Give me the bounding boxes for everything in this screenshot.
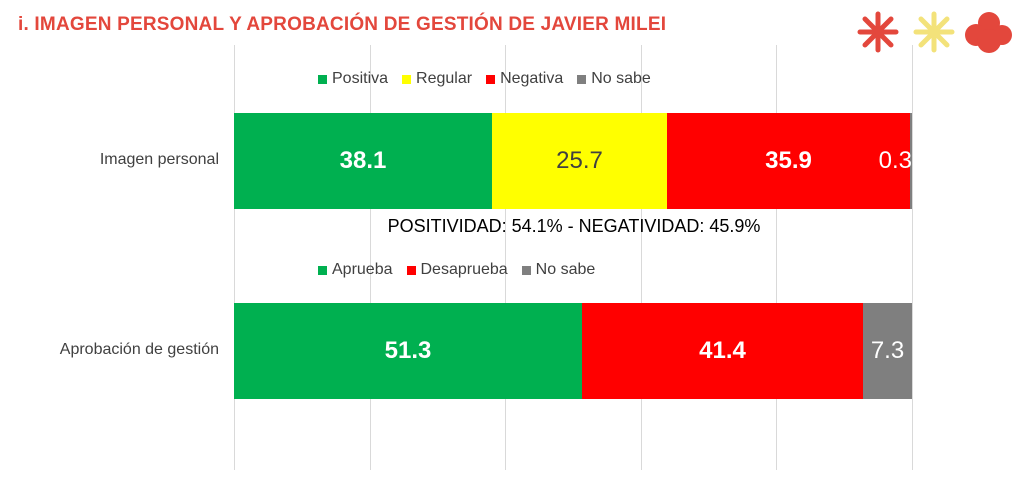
page-title: i. IMAGEN PERSONAL Y APROBACIÓN DE GESTI… [18,14,667,35]
legend-label: Aprueba [332,261,393,278]
bar-segment: 41.4 [582,303,863,399]
gridline [640,45,642,470]
gridline [234,45,235,470]
data-label: 41.4 [699,337,746,364]
bar-segment: 0.3 [879,113,912,209]
legend-item: Negativa [486,70,563,88]
legend-imagen: Positiva Regular Negativa No sabe [318,70,665,88]
bar-imagen-personal: 38.1 25.7 35.9 0.3 [234,113,912,209]
category-label-aprobacion: Aprobación de gestión [59,341,219,358]
legend-swatch [577,74,587,84]
legend-item: Regular [402,70,472,88]
legend-item: Desaprueba [406,261,508,279]
legend-label: No sabe [535,261,596,278]
legend-label: Desaprueba [420,261,508,278]
gridline [505,45,507,470]
data-label: 7.3 [870,337,905,364]
legend-label: Positiva [332,70,389,87]
data-label: 0.3 [878,147,912,174]
bar-segment: 7.3 [863,303,912,399]
legend-swatch [406,265,416,275]
positivity-annotation: POSITIVIDAD: 54.1% - NEGATIVIDAD: 45.9% [387,216,761,236]
bar-segment: 25.7 [492,113,667,209]
data-label: 51.3 [384,337,432,364]
bar-aprobacion-gestion: 51.3 41.4 7.3 [234,303,912,399]
category-label-imagen: Imagen personal [99,151,219,168]
bar-segment: 35.9 [667,113,910,209]
red-cloud-icon [965,12,1012,53]
legend-label: No sabe [591,70,651,87]
legend-item: No sabe [577,70,651,88]
gridline [369,45,371,470]
legend-aprobacion: Aprueba Desaprueba No sabe [318,261,609,279]
gridline [912,45,913,470]
legend-swatch [318,74,327,84]
bar-segment: 38.1 [234,113,492,209]
legend-swatch [521,265,531,275]
legend-label: Regular [416,70,473,87]
legend-item: Aprueba [318,261,393,279]
legend-label: Negativa [500,70,564,87]
red-asterisk-icon [857,11,899,53]
data-label: 38.1 [339,147,387,174]
legend-item: Positiva [318,70,388,88]
legend-item: No sabe [521,261,596,279]
data-label: 25.7 [556,147,603,174]
data-label: 35.9 [765,147,812,174]
yellow-asterisk-icon [913,11,955,53]
bar-segment: 51.3 [234,303,582,399]
brand-logo [857,11,1012,53]
legend-swatch [402,74,412,84]
gridline [776,45,778,470]
legend-swatch [318,265,327,275]
legend-swatch [486,74,496,84]
